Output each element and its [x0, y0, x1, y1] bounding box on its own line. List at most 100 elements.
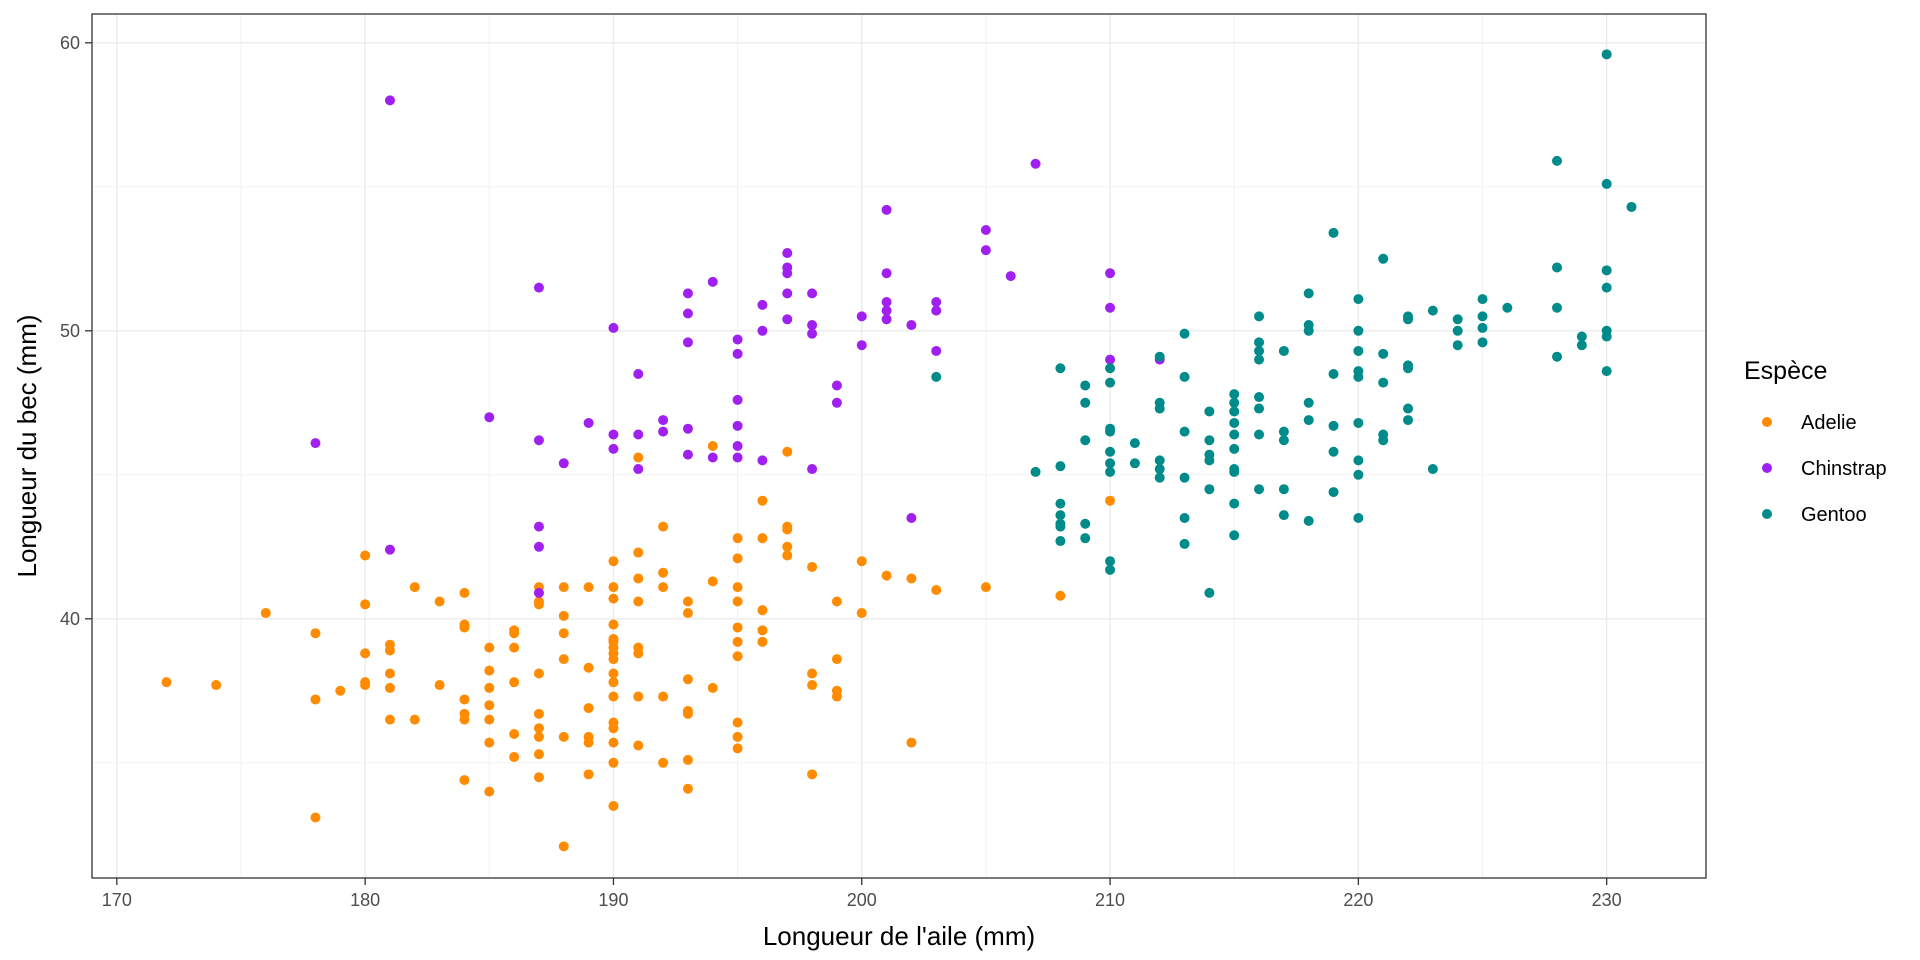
data-point-gentoo [1403, 403, 1414, 414]
data-point-gentoo [1403, 415, 1414, 426]
data-point-adelie [484, 665, 495, 676]
data-point-adelie [732, 636, 743, 647]
data-point-gentoo [1105, 446, 1116, 457]
data-point-chinstrap [931, 305, 942, 316]
data-point-adelie [757, 495, 768, 506]
data-point-gentoo [1080, 435, 1091, 446]
data-point-adelie [682, 674, 693, 685]
data-point-adelie [682, 783, 693, 794]
data-point-chinstrap [707, 452, 718, 463]
data-point-adelie [807, 769, 818, 780]
data-point-chinstrap [533, 587, 544, 598]
legend-label-gentoo: Gentoo [1801, 504, 1867, 526]
data-point-chinstrap [782, 314, 793, 325]
data-point-gentoo [1204, 406, 1215, 417]
data-point-adelie [459, 622, 470, 633]
data-point-adelie [310, 694, 321, 705]
data-point-chinstrap [682, 423, 693, 434]
data-point-chinstrap [757, 299, 768, 310]
data-point-chinstrap [658, 415, 669, 426]
data-point-gentoo [1055, 498, 1066, 509]
data-point-chinstrap [931, 297, 942, 307]
data-point-gentoo [1254, 392, 1265, 403]
data-point-chinstrap [782, 268, 793, 279]
data-point-adelie [608, 691, 619, 702]
x-axis-title: Longueur de l'aile (mm) [763, 921, 1035, 951]
data-point-adelie [707, 682, 718, 693]
data-point-chinstrap [533, 521, 544, 532]
data-point-chinstrap [1030, 158, 1041, 169]
data-point-adelie [583, 662, 594, 673]
data-point-chinstrap [807, 464, 818, 475]
data-point-adelie [558, 654, 569, 665]
data-point-chinstrap [583, 417, 594, 428]
data-point-gentoo [1477, 322, 1488, 333]
data-point-gentoo [1229, 429, 1240, 440]
data-point-gentoo [1378, 348, 1389, 359]
data-point-adelie [161, 677, 172, 688]
data-point-adelie [608, 737, 619, 748]
data-point-adelie [608, 757, 619, 768]
data-point-gentoo [1601, 178, 1612, 189]
data-point-gentoo [1030, 466, 1041, 477]
data-point-gentoo [1154, 464, 1165, 475]
data-point-adelie [459, 775, 470, 786]
data-point-adelie [583, 582, 594, 593]
data-point-gentoo [1080, 397, 1091, 408]
data-point-gentoo [1254, 403, 1265, 414]
data-point-adelie [310, 812, 321, 823]
data-point-gentoo [1055, 363, 1066, 374]
data-point-adelie [906, 737, 917, 748]
data-point-chinstrap [732, 334, 743, 345]
data-point-adelie [211, 680, 222, 691]
data-point-chinstrap [682, 337, 693, 348]
data-point-chinstrap [682, 449, 693, 460]
data-point-chinstrap [658, 426, 669, 437]
data-point-adelie [533, 723, 544, 734]
data-point-gentoo [1229, 530, 1240, 541]
data-point-gentoo [1129, 458, 1140, 469]
data-point-adelie [533, 708, 544, 719]
data-point-gentoo [1229, 443, 1240, 454]
data-point-adelie [484, 682, 495, 693]
data-point-adelie [881, 570, 892, 581]
data-point-gentoo [1278, 510, 1289, 521]
data-point-gentoo [1204, 455, 1215, 466]
data-point-gentoo [1353, 513, 1364, 523]
data-point-gentoo [1303, 397, 1314, 408]
data-point-gentoo [1080, 533, 1091, 544]
data-point-gentoo [1601, 282, 1612, 293]
data-point-adelie [509, 677, 520, 688]
data-point-chinstrap [1105, 302, 1116, 313]
data-point-gentoo [1378, 377, 1389, 388]
data-point-adelie [608, 801, 619, 811]
data-point-gentoo [1328, 446, 1339, 457]
data-point-chinstrap [732, 452, 743, 463]
data-point-adelie [583, 703, 594, 714]
data-point-adelie [682, 708, 693, 719]
data-point-gentoo [1179, 426, 1190, 437]
data-point-adelie [409, 582, 420, 593]
data-point-chinstrap [533, 541, 544, 552]
data-point-adelie [633, 547, 644, 558]
data-point-gentoo [1477, 337, 1488, 348]
data-point-gentoo [1105, 564, 1116, 575]
data-point-adelie [583, 769, 594, 780]
data-point-chinstrap [881, 268, 892, 279]
data-point-gentoo [1502, 302, 1513, 313]
y-tick-label: 60 [60, 33, 80, 53]
data-point-chinstrap [807, 320, 818, 331]
data-point-gentoo [1601, 265, 1612, 276]
data-point-gentoo [1378, 435, 1389, 446]
data-point-gentoo [1403, 314, 1414, 325]
legend-key-gentoo [1762, 509, 1772, 519]
data-point-adelie [633, 648, 644, 659]
data-point-gentoo [1154, 351, 1165, 362]
data-point-chinstrap [782, 248, 793, 259]
data-point-adelie [409, 714, 420, 725]
data-point-gentoo [1303, 515, 1314, 526]
data-point-gentoo [1055, 510, 1066, 521]
data-point-adelie [856, 556, 867, 567]
data-point-chinstrap [931, 345, 942, 356]
